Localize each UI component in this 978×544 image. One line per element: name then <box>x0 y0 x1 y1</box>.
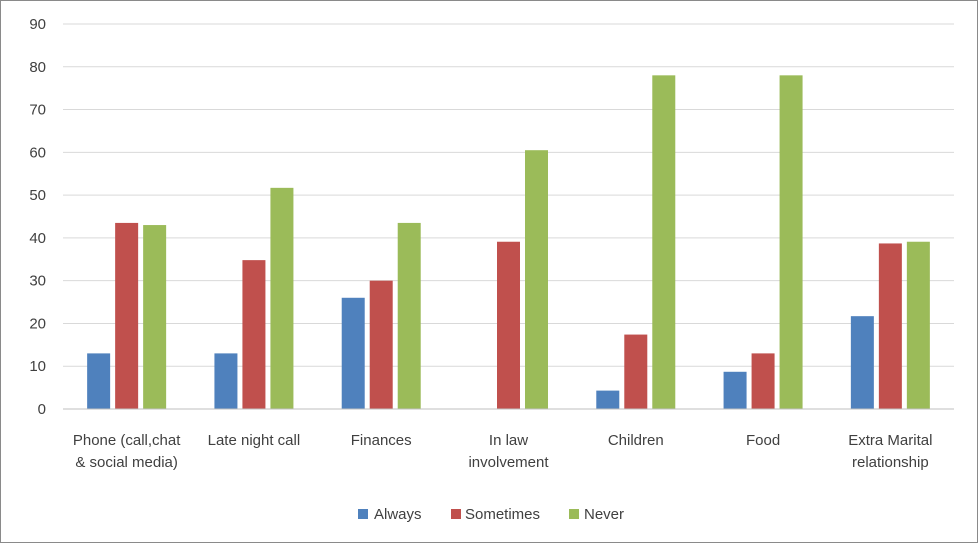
y-tick-label: 30 <box>29 273 46 290</box>
y-tick-label: 0 <box>38 401 46 418</box>
y-tick-label: 10 <box>29 358 46 375</box>
x-category-label: In law involvement <box>468 432 549 471</box>
bar-sometimes <box>369 280 393 409</box>
bar-sometimes <box>115 222 139 409</box>
bar-sometimes <box>878 243 902 409</box>
legend-swatch-never <box>569 509 579 519</box>
bar-never <box>397 222 421 409</box>
bar-never <box>906 241 930 409</box>
y-tick-label: 50 <box>29 187 46 204</box>
bar-sometimes <box>497 241 520 409</box>
bar-never <box>779 75 803 409</box>
legend: Always Sometimes Never <box>358 506 624 523</box>
y-axis: 0 10 20 30 40 50 60 70 80 90 <box>29 16 46 418</box>
legend-label-never: Never <box>584 506 624 523</box>
x-category-label: Phone (call,chat & social media) <box>73 432 181 471</box>
legend-label-sometimes: Sometimes <box>465 506 540 523</box>
bar-always <box>850 316 874 409</box>
bars <box>87 75 930 409</box>
bar-never <box>525 150 548 409</box>
y-tick-label: 90 <box>29 16 46 33</box>
bar-always <box>341 297 365 409</box>
y-tick-label: 40 <box>29 230 46 247</box>
bar-never <box>652 75 676 409</box>
x-category-label: Children <box>608 432 664 449</box>
bar-sometimes <box>624 334 648 409</box>
x-category-label: Food <box>746 432 780 449</box>
bar-sometimes <box>751 353 775 409</box>
bar-always <box>723 371 747 409</box>
bar-never <box>143 225 167 409</box>
x-category-label: Finances <box>351 432 412 449</box>
bar-sometimes <box>242 260 266 409</box>
bar-always <box>214 353 238 409</box>
y-tick-label: 20 <box>29 315 46 332</box>
bar-always <box>87 353 111 409</box>
legend-swatch-sometimes <box>451 509 461 519</box>
bar-always <box>596 390 620 409</box>
gridlines <box>63 23 954 367</box>
x-category-label: Extra Marital relationship <box>848 432 932 471</box>
y-tick-label: 70 <box>29 102 46 119</box>
y-tick-label: 80 <box>29 59 46 76</box>
x-category-label: Late night call <box>208 432 301 449</box>
y-tick-label: 60 <box>29 144 46 161</box>
legend-swatch-always <box>358 509 368 519</box>
x-axis: Phone (call,chat & social media) Late nigh… <box>63 408 954 471</box>
legend-label-always: Always <box>374 506 422 523</box>
bar-never <box>270 187 294 409</box>
